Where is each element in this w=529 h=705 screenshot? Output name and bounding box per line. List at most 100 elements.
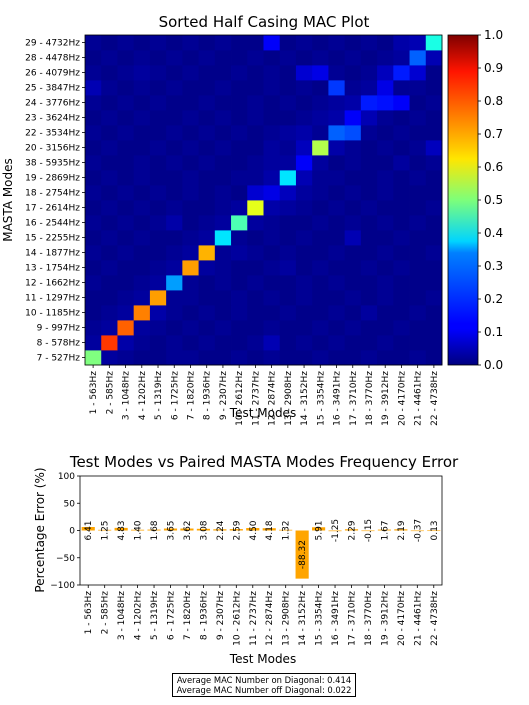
- heatmap-cell: [360, 125, 378, 141]
- heatmap-x-tick-label: 20 - 4170Hz: [397, 371, 407, 426]
- heatmap-cell: [328, 110, 346, 126]
- heatmap-cell: [231, 215, 248, 231]
- heatmap-cell: [279, 230, 297, 246]
- heatmap-cell: [133, 200, 151, 216]
- heatmap-cell: [312, 125, 329, 141]
- heatmap-y-tick-label: 22 - 3534Hz: [25, 129, 80, 139]
- mac-summary-diagonal: Average MAC Number on Diagonal: 0.414: [176, 675, 352, 685]
- heatmap-cell: [425, 155, 443, 171]
- heatmap-cell: [377, 110, 394, 126]
- heatmap-cell: [101, 320, 118, 336]
- heatmap-y-tick-label: 25 - 3847Hz: [25, 84, 80, 94]
- heatmap-cell: [263, 35, 281, 51]
- heatmap-cell: [360, 290, 378, 306]
- heatmap-cell: [182, 65, 199, 81]
- heatmap-x-tick-label: 4 - 1202Hz: [138, 371, 148, 420]
- heatmap-cell: [149, 320, 167, 336]
- heatmap-cell: [360, 95, 378, 111]
- heatmap-cell: [133, 320, 151, 336]
- heatmap-cell: [85, 305, 102, 321]
- heatmap-cell: [117, 290, 135, 306]
- heatmap-cell: [409, 215, 427, 231]
- bar-value-label: 0.13: [430, 520, 440, 540]
- heatmap-cell: [344, 335, 362, 351]
- heatmap-cell: [360, 200, 378, 216]
- heatmap-cell: [182, 260, 199, 276]
- heatmap-y-tick-label: 12 - 1662Hz: [25, 279, 80, 289]
- heatmap-cell: [263, 350, 281, 366]
- heatmap-cell: [295, 35, 313, 51]
- heatmap-cell: [101, 200, 118, 216]
- heatmap-cell: [263, 260, 281, 276]
- heatmap-cell: [214, 260, 232, 276]
- heatmap-cell: [182, 125, 199, 141]
- bar-y-ticks: 100 50 0 −50 −100: [50, 472, 80, 591]
- bar: [427, 530, 441, 532]
- heatmap-cell: [231, 80, 248, 96]
- heatmap-cell: [101, 65, 118, 81]
- heatmap-cell: [279, 110, 297, 126]
- heatmap-y-tick-label: 23 - 3624Hz: [25, 114, 80, 124]
- heatmap-cell: [231, 350, 248, 366]
- heatmap-cell: [409, 335, 427, 351]
- heatmap-cell: [214, 170, 232, 186]
- heatmap-cell: [166, 275, 183, 291]
- heatmap-cell: [377, 65, 394, 81]
- heatmap-cell: [149, 170, 167, 186]
- heatmap-cell: [312, 305, 329, 321]
- heatmap-cell: [263, 290, 281, 306]
- heatmap-cell: [182, 185, 199, 201]
- heatmap-y-tick-label: 19 - 2869Hz: [25, 174, 80, 184]
- heatmap-cell: [263, 65, 281, 81]
- heatmap-cell: [263, 305, 281, 321]
- heatmap-cell: [360, 215, 378, 231]
- heatmap-cell: [328, 290, 346, 306]
- heatmap-cell: [166, 245, 183, 261]
- heatmap-cell: [85, 215, 102, 231]
- heatmap-cell: [182, 215, 199, 231]
- heatmap-cell: [214, 215, 232, 231]
- bar: [328, 530, 342, 532]
- heatmap-cell: [182, 80, 199, 96]
- bar: [98, 529, 112, 531]
- heatmap-cell: [133, 140, 151, 156]
- heatmap-cell: [295, 110, 313, 126]
- heatmap-x-tick-label: 19 - 3912Hz: [381, 371, 391, 426]
- heatmap-cell: [117, 35, 135, 51]
- heatmap-x-tick-label: 12 - 2874Hz: [268, 371, 278, 426]
- heatmap-cell: [328, 230, 346, 246]
- heatmap-cell: [149, 290, 167, 306]
- heatmap-cell: [166, 65, 183, 81]
- bar-x-tick-label: 3 - 1048Hz: [117, 591, 127, 640]
- heatmap-cell: [231, 260, 248, 276]
- heatmap-cell: [214, 275, 232, 291]
- heatmap-cell: [182, 110, 199, 126]
- heatmap-cell: [393, 80, 410, 96]
- bar: [344, 529, 359, 531]
- heatmap-cell: [149, 95, 167, 111]
- heatmap-x-tick-label: 18 - 3770Hz: [365, 371, 375, 426]
- heatmap-cell: [377, 80, 394, 96]
- heatmap-cell: [101, 170, 118, 186]
- bar-value-label: -88.32: [298, 540, 308, 569]
- heatmap-cell: [166, 335, 183, 351]
- heatmap-cell: [377, 245, 394, 261]
- heatmap-cell: [344, 245, 362, 261]
- heatmap-cell: [279, 245, 297, 261]
- heatmap-cell: [409, 230, 427, 246]
- heatmap-cell: [425, 320, 443, 336]
- heatmap-x-ticks: 1 - 563Hz 2 - 585Hz 3 - 1048Hz 4 - 1202Hz 5 …: [89, 365, 440, 426]
- heatmap-cell: [182, 290, 199, 306]
- heatmap-cell: [279, 140, 297, 156]
- heatmap-cell: [117, 305, 135, 321]
- heatmap-cell: [425, 80, 443, 96]
- bar-value-label: 6.41: [84, 520, 94, 540]
- heatmap-cell: [149, 125, 167, 141]
- colorbar: [447, 34, 479, 366]
- bar-x-tick-label: 15 - 3354Hz: [315, 591, 325, 646]
- heatmap-title: Sorted Half Casing MAC Plot: [159, 13, 370, 31]
- bar-value-label: 4.18: [265, 520, 275, 540]
- heatmap-cell: [425, 335, 443, 351]
- heatmap-cell: [377, 140, 394, 156]
- heatmap-cell: [295, 215, 313, 231]
